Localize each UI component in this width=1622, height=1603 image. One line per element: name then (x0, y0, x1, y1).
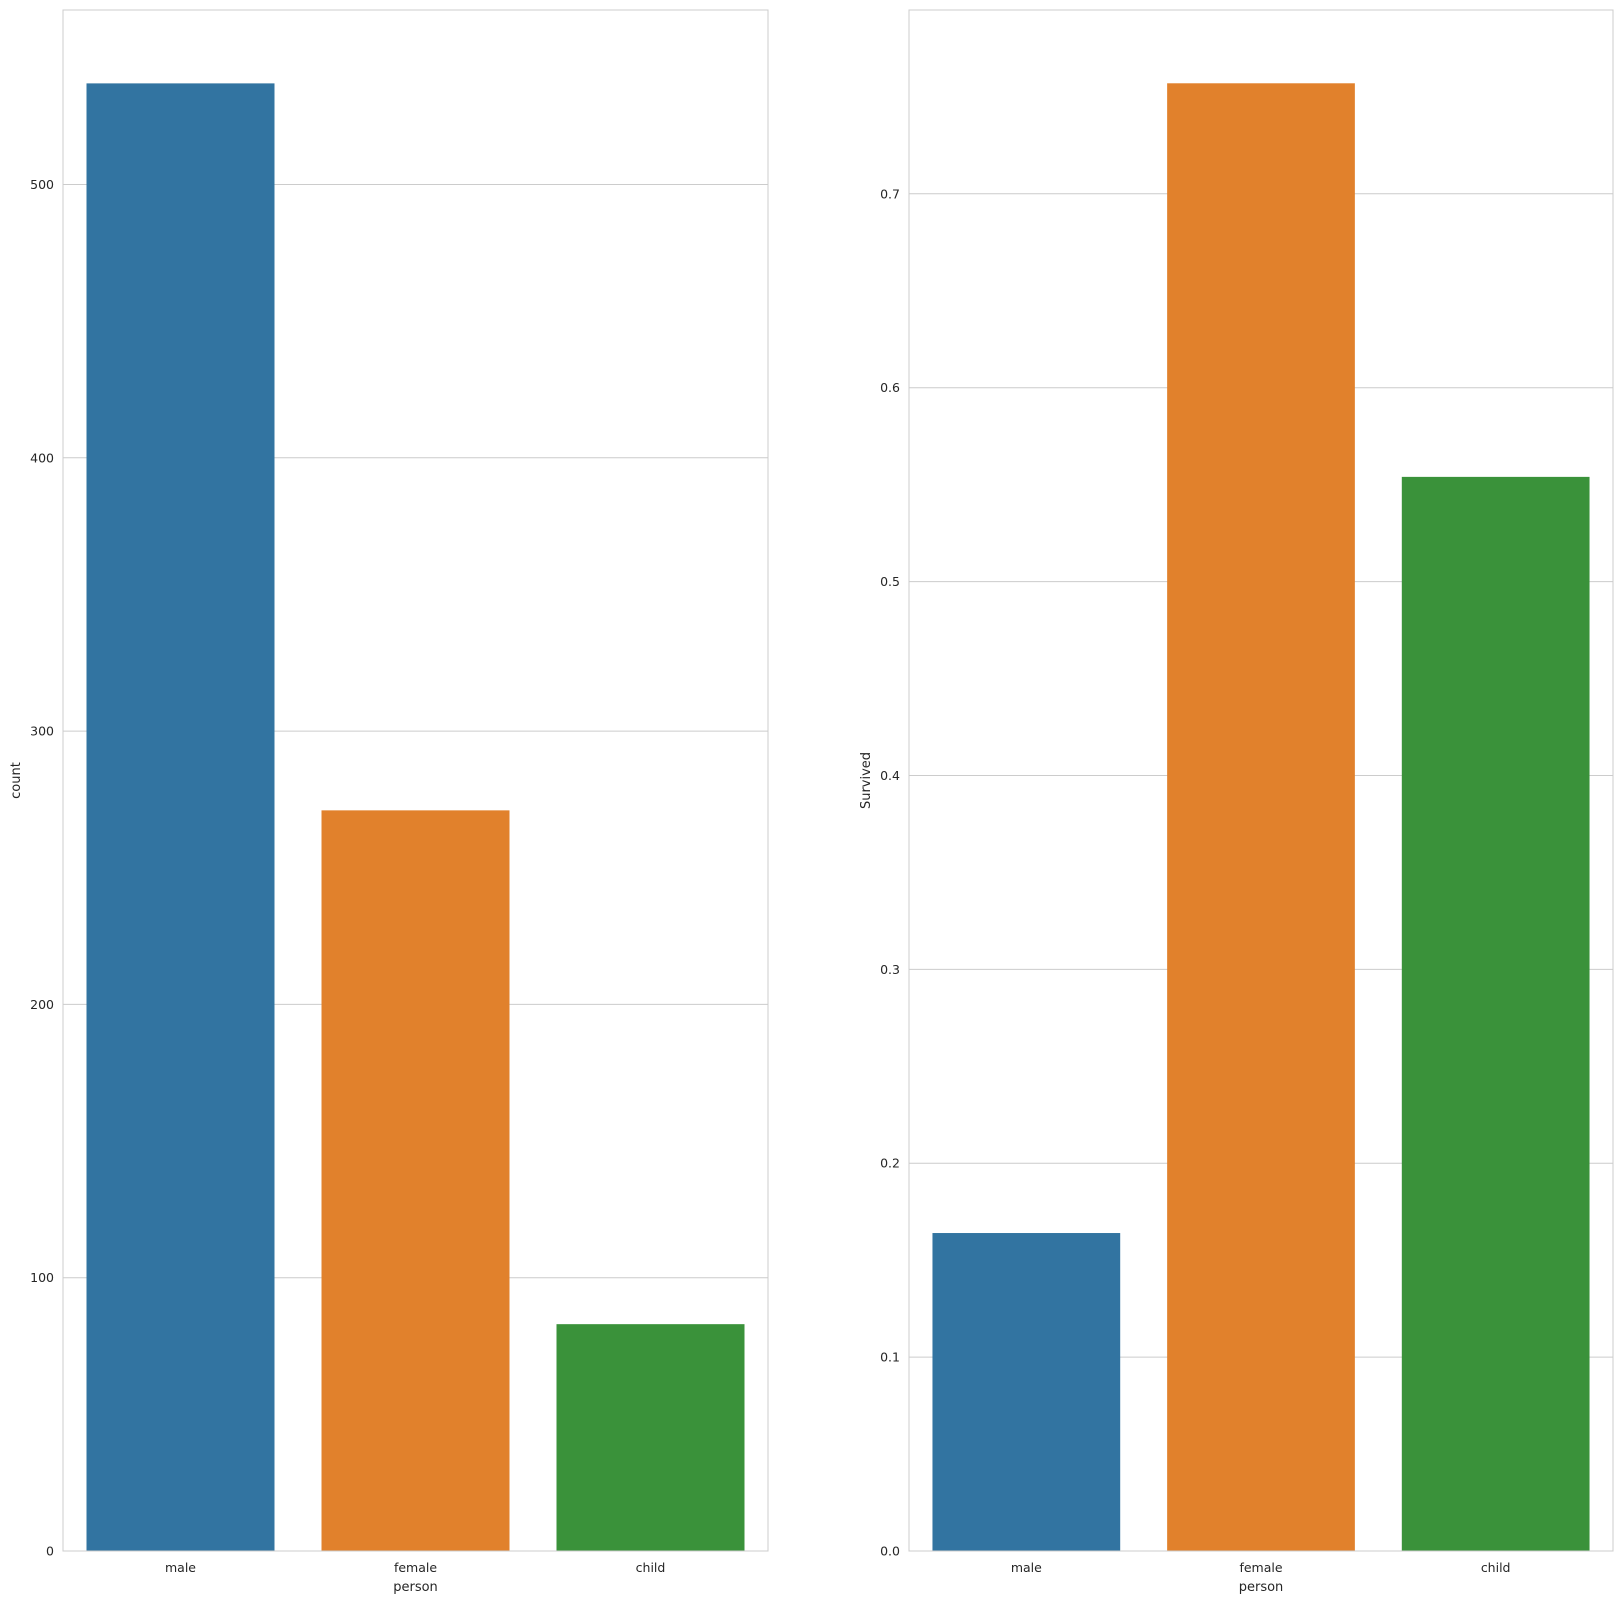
survived-chart-y-tick-label: 0.6 (880, 380, 900, 395)
count-chart-x-ticks: male female child (165, 1560, 665, 1575)
survived-chart-bar-female (1167, 83, 1355, 1552)
count-chart-y-axis-label: count (9, 762, 24, 799)
survived-chart-x-tick-label: child (1481, 1560, 1511, 1575)
survived-chart-y-ticks: 0.0 0.1 0.2 0.3 0.4 0.5 0.6 0.7 (880, 186, 900, 1558)
survived-chart-y-tick-label: 0.5 (880, 574, 900, 589)
survived-chart-y-tick-label: 0.4 (880, 768, 900, 783)
count-chart-bar-male (86, 83, 275, 1551)
survived-chart-bar-male (932, 1233, 1121, 1551)
survived-chart-y-tick-label: 0.3 (880, 962, 900, 977)
count-chart-bars (86, 83, 745, 1551)
count-chart-y-tick-label: 400 (30, 450, 54, 465)
count-chart-y-tick-label: 0 (46, 1544, 54, 1559)
count-chart-x-tick-label: male (165, 1560, 196, 1575)
survived-chart-bars (932, 83, 1590, 1552)
survived-chart-x-axis-label: person (1239, 1580, 1284, 1595)
survived-chart-frame (908, 9, 1614, 1552)
count-chart-frame (62, 9, 769, 1552)
survived-chart-y-axis-label: Survived (859, 752, 874, 809)
count-chart-y-ticks: 0 100 200 300 400 500 (30, 177, 54, 1558)
survived-chart-x-tick-label: male (1011, 1560, 1042, 1575)
count-chart-y-tick-label: 200 (30, 997, 54, 1012)
survived-chart-x-tick-label: female (1239, 1560, 1282, 1575)
survived-chart-panel: 0.0 0.1 0.2 0.3 0.4 0.5 0.6 0.7 male female child… (859, 9, 1614, 1595)
count-chart-x-tick-label: child (636, 1560, 666, 1575)
survived-chart-y-tick-label: 0.0 (880, 1544, 900, 1559)
survived-chart-y-tick-label: 0.2 (880, 1156, 900, 1171)
survived-chart-bar-child (1401, 476, 1590, 1551)
count-chart-bar-child (556, 1324, 745, 1551)
count-chart-bar-female (321, 810, 510, 1551)
count-chart-y-tick-label: 500 (30, 177, 54, 192)
count-chart-y-tick-label: 100 (30, 1270, 54, 1285)
count-chart-y-tick-label: 300 (30, 724, 54, 739)
survived-chart-y-tick-label: 0.1 (880, 1350, 900, 1365)
survived-chart-y-tick-label: 0.7 (880, 186, 900, 201)
count-chart-x-axis-label: person (393, 1580, 438, 1595)
count-chart-x-tick-label: female (394, 1560, 437, 1575)
survived-chart-x-ticks: male female child (1011, 1560, 1511, 1575)
